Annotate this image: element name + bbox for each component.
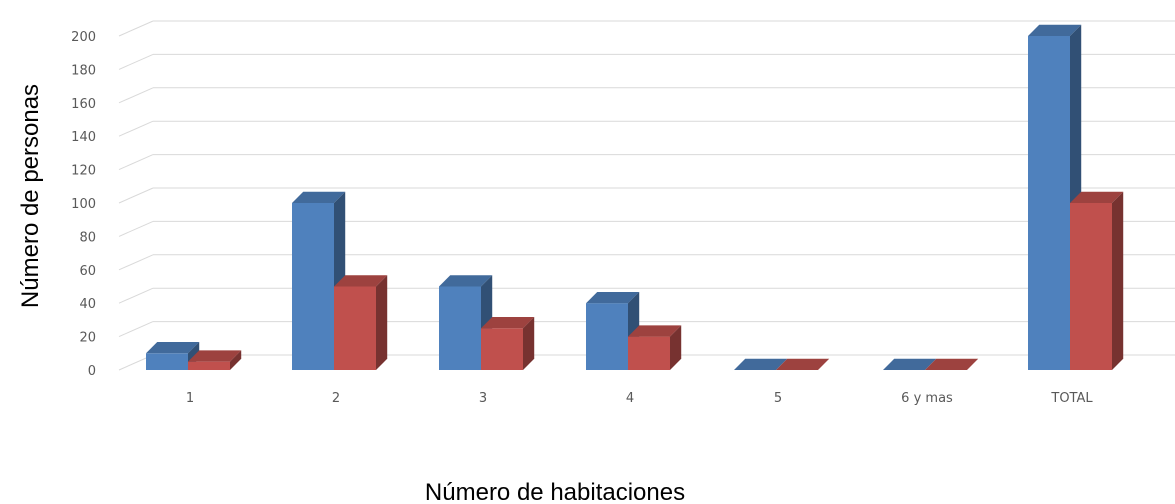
y-tick-label: 80 [79, 230, 96, 245]
bar-side [230, 350, 242, 370]
y-tick-label: 140 [71, 130, 96, 145]
y-tick-label: 100 [71, 197, 96, 212]
bar [883, 358, 937, 370]
bar-top [628, 325, 682, 337]
gridline-depth [118, 87, 154, 104]
bar-front [1028, 36, 1070, 370]
x-tick-label: 3 [479, 391, 487, 406]
x-tick-label: TOTAL [1050, 391, 1093, 406]
gridline-depth [118, 220, 154, 237]
y-axis-title: Número de personas [17, 84, 44, 308]
gridline-depth [118, 287, 154, 304]
bar-side [1112, 191, 1124, 370]
x-axis-ticks: 1 2 3 4 5 6 y mas TOTAL [186, 391, 1094, 406]
bar-top [146, 342, 200, 354]
bar-front [146, 353, 188, 370]
bar [188, 350, 242, 370]
bar-front [628, 336, 670, 370]
bar [334, 275, 388, 370]
bar-top [1028, 24, 1082, 36]
gridline-depth [118, 20, 154, 37]
gridline-depth [118, 254, 154, 271]
y-axis-ticks: 0 20 40 60 80 100 120 140 160 180 200 [71, 30, 96, 379]
bar-front [586, 303, 628, 370]
bar-top [883, 358, 937, 370]
bar-top [334, 275, 388, 287]
x-tick-label: 4 [626, 391, 634, 406]
y-tick-label: 40 [79, 297, 96, 312]
gridline-depth [118, 120, 154, 137]
bar-top [481, 317, 535, 329]
x-axis-title: Número de habitaciones [425, 479, 685, 504]
bar-side [670, 325, 682, 370]
bar-side [376, 275, 388, 370]
bar [628, 325, 682, 370]
bar [734, 358, 788, 370]
gridlines [118, 20, 1175, 371]
bar-top [1070, 191, 1124, 203]
gridline-depth [118, 154, 154, 171]
y-tick-label: 200 [71, 30, 96, 45]
bar [1070, 191, 1124, 370]
x-tick-label: 6 y mas [901, 391, 953, 406]
x-tick-label: 1 [186, 391, 194, 406]
y-tick-label: 0 [88, 364, 96, 379]
bar [925, 358, 979, 370]
bar-top [586, 291, 640, 304]
gridline-depth [118, 187, 154, 204]
bar-top [734, 358, 788, 370]
y-tick-label: 60 [79, 264, 96, 279]
bar [481, 317, 535, 370]
bar-top [925, 358, 979, 370]
gridline-depth [118, 321, 154, 338]
y-tick-label: 180 [71, 63, 96, 78]
bar-top [292, 191, 346, 203]
bar-top [439, 275, 493, 287]
bar-front [1070, 203, 1112, 370]
gridline-depth [118, 53, 154, 70]
x-tick-label: 5 [774, 391, 782, 406]
bar-side [523, 317, 535, 370]
y-tick-label: 20 [79, 331, 96, 346]
bar-top [776, 358, 830, 370]
bar-front [188, 361, 230, 370]
bars [146, 24, 1124, 370]
bar-front [439, 286, 481, 370]
bar [586, 291, 640, 370]
bar [776, 358, 830, 370]
bar-front [292, 203, 334, 370]
bar [292, 191, 346, 370]
bar-front [334, 286, 376, 370]
bar-top [188, 350, 242, 362]
bar-front [481, 328, 523, 370]
x-tick-label: 2 [332, 391, 340, 406]
y-tick-label: 160 [71, 97, 96, 112]
y-tick-label: 120 [71, 164, 96, 179]
